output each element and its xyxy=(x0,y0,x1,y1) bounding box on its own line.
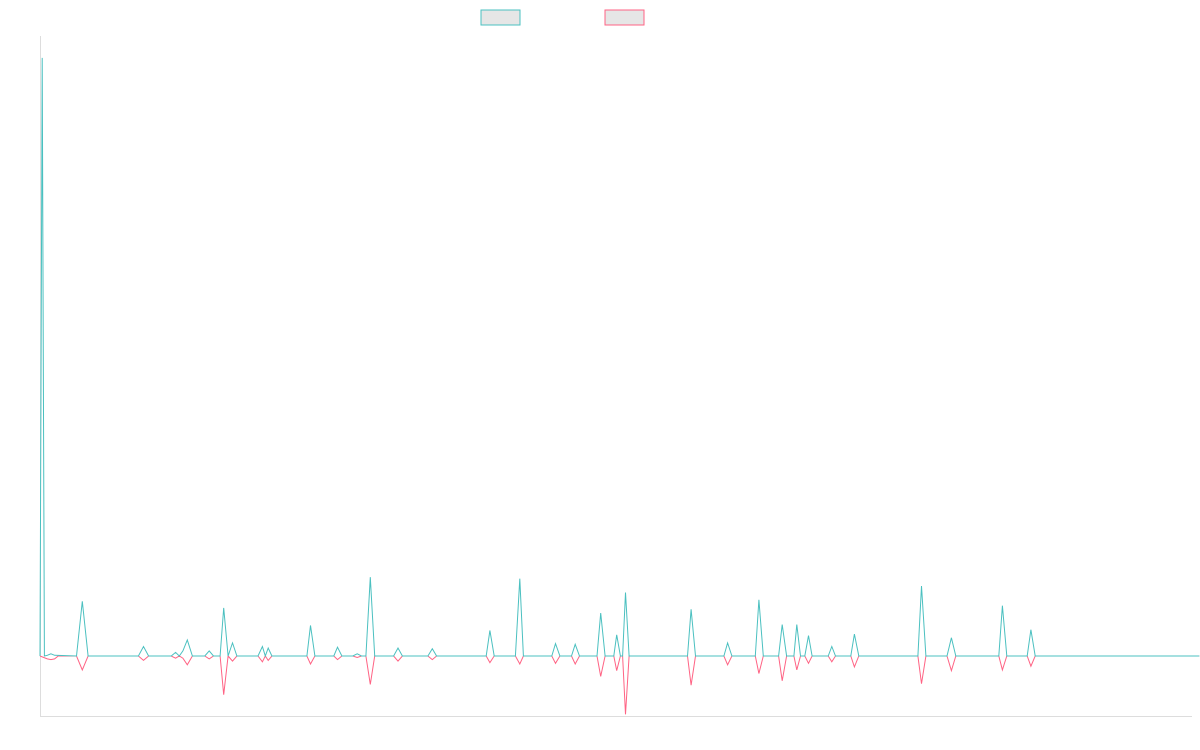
legend-swatch-series-b[interactable] xyxy=(604,9,645,26)
legend-swatch-series-a[interactable] xyxy=(480,9,521,26)
plot-area xyxy=(39,36,1200,717)
series-line-b xyxy=(39,654,1200,715)
series-line-a xyxy=(39,57,1200,658)
legend[interactable] xyxy=(480,9,645,26)
